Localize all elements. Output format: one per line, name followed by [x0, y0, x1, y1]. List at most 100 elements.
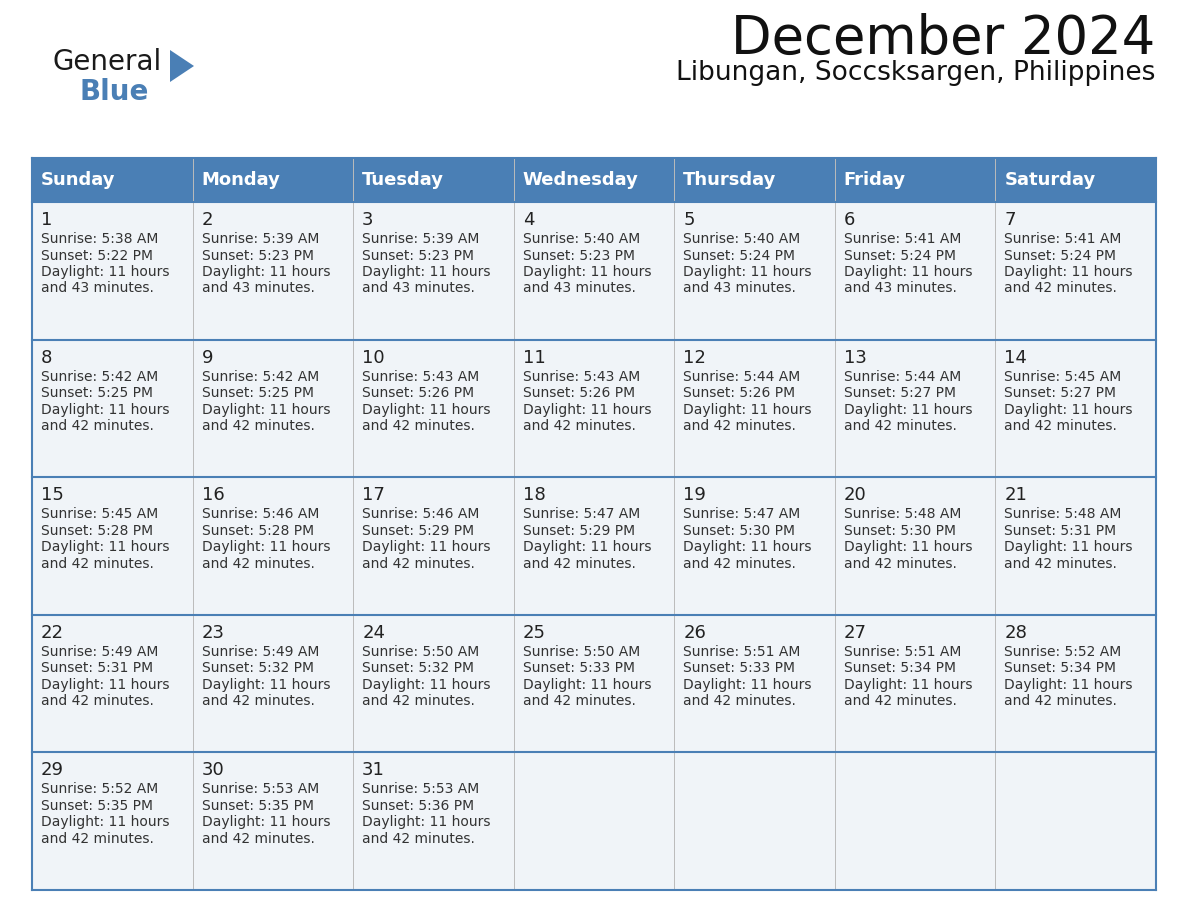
- Text: Sunset: 5:35 PM: Sunset: 5:35 PM: [202, 799, 314, 813]
- Text: Sunset: 5:29 PM: Sunset: 5:29 PM: [523, 523, 634, 538]
- Text: Daylight: 11 hours: Daylight: 11 hours: [42, 403, 170, 417]
- Bar: [513, 340, 675, 477]
- Text: Daylight: 11 hours: Daylight: 11 hours: [362, 403, 491, 417]
- Text: 5: 5: [683, 211, 695, 229]
- Text: Sunset: 5:34 PM: Sunset: 5:34 PM: [843, 661, 956, 676]
- Text: and 42 minutes.: and 42 minutes.: [362, 556, 475, 571]
- Text: Sunset: 5:26 PM: Sunset: 5:26 PM: [683, 386, 796, 400]
- Text: Sunrise: 5:38 AM: Sunrise: 5:38 AM: [42, 232, 158, 246]
- Text: Sunrise: 5:42 AM: Sunrise: 5:42 AM: [42, 370, 158, 384]
- Text: and 43 minutes.: and 43 minutes.: [42, 282, 154, 296]
- Text: 25: 25: [523, 624, 545, 642]
- Text: and 42 minutes.: and 42 minutes.: [42, 420, 154, 433]
- Text: Sunrise: 5:45 AM: Sunrise: 5:45 AM: [1004, 370, 1121, 384]
- Text: and 42 minutes.: and 42 minutes.: [523, 556, 636, 571]
- Text: and 42 minutes.: and 42 minutes.: [843, 556, 956, 571]
- Text: Sunrise: 5:51 AM: Sunrise: 5:51 AM: [683, 644, 801, 659]
- Text: Friday: Friday: [843, 171, 906, 189]
- Text: Sunrise: 5:40 AM: Sunrise: 5:40 AM: [523, 232, 640, 246]
- Bar: [513, 615, 675, 753]
- Bar: [513, 753, 675, 890]
- Text: and 43 minutes.: and 43 minutes.: [843, 282, 956, 296]
- Text: Sunset: 5:23 PM: Sunset: 5:23 PM: [202, 249, 314, 263]
- Text: Sunrise: 5:41 AM: Sunrise: 5:41 AM: [843, 232, 961, 246]
- Text: 29: 29: [42, 761, 64, 779]
- Text: and 42 minutes.: and 42 minutes.: [42, 694, 154, 709]
- Text: Sunrise: 5:48 AM: Sunrise: 5:48 AM: [1004, 508, 1121, 521]
- Text: Sunrise: 5:41 AM: Sunrise: 5:41 AM: [1004, 232, 1121, 246]
- Text: 9: 9: [202, 349, 213, 366]
- Text: Daylight: 11 hours: Daylight: 11 hours: [1004, 540, 1133, 554]
- Text: Sunrise: 5:46 AM: Sunrise: 5:46 AM: [202, 508, 318, 521]
- Text: 7: 7: [1004, 211, 1016, 229]
- Text: and 42 minutes.: and 42 minutes.: [42, 556, 154, 571]
- Bar: [835, 340, 996, 477]
- Text: 10: 10: [362, 349, 385, 366]
- Text: 4: 4: [523, 211, 535, 229]
- Text: Daylight: 11 hours: Daylight: 11 hours: [1004, 265, 1133, 279]
- Bar: [32, 477, 192, 615]
- Text: Sunrise: 5:46 AM: Sunrise: 5:46 AM: [362, 508, 480, 521]
- Text: 14: 14: [1004, 349, 1028, 366]
- Text: Sunset: 5:28 PM: Sunset: 5:28 PM: [202, 523, 314, 538]
- Text: Daylight: 11 hours: Daylight: 11 hours: [683, 677, 811, 692]
- Bar: [996, 477, 1156, 615]
- Text: 15: 15: [42, 487, 64, 504]
- Text: Daylight: 11 hours: Daylight: 11 hours: [42, 815, 170, 829]
- Text: Daylight: 11 hours: Daylight: 11 hours: [843, 265, 972, 279]
- Text: 17: 17: [362, 487, 385, 504]
- Bar: [32, 615, 192, 753]
- Text: Sunset: 5:28 PM: Sunset: 5:28 PM: [42, 523, 153, 538]
- Bar: [192, 340, 353, 477]
- Text: and 42 minutes.: and 42 minutes.: [683, 694, 796, 709]
- Text: Sunrise: 5:52 AM: Sunrise: 5:52 AM: [1004, 644, 1121, 659]
- Text: General: General: [52, 48, 162, 76]
- Text: Sunset: 5:36 PM: Sunset: 5:36 PM: [362, 799, 474, 813]
- Text: Daylight: 11 hours: Daylight: 11 hours: [362, 815, 491, 829]
- Text: Daylight: 11 hours: Daylight: 11 hours: [362, 540, 491, 554]
- Text: Sunset: 5:24 PM: Sunset: 5:24 PM: [843, 249, 956, 263]
- Text: Sunrise: 5:49 AM: Sunrise: 5:49 AM: [202, 644, 318, 659]
- Text: Sunrise: 5:48 AM: Sunrise: 5:48 AM: [843, 508, 961, 521]
- Text: and 43 minutes.: and 43 minutes.: [523, 282, 636, 296]
- Text: and 42 minutes.: and 42 minutes.: [1004, 282, 1117, 296]
- Text: and 42 minutes.: and 42 minutes.: [523, 694, 636, 709]
- Text: Sunrise: 5:51 AM: Sunrise: 5:51 AM: [843, 644, 961, 659]
- Text: Daylight: 11 hours: Daylight: 11 hours: [1004, 403, 1133, 417]
- Bar: [835, 753, 996, 890]
- Bar: [675, 202, 835, 340]
- Text: Daylight: 11 hours: Daylight: 11 hours: [202, 540, 330, 554]
- Polygon shape: [170, 50, 194, 82]
- Text: Daylight: 11 hours: Daylight: 11 hours: [202, 265, 330, 279]
- Bar: [675, 477, 835, 615]
- Text: Daylight: 11 hours: Daylight: 11 hours: [42, 265, 170, 279]
- Bar: [192, 615, 353, 753]
- Text: 30: 30: [202, 761, 225, 779]
- Text: 11: 11: [523, 349, 545, 366]
- Text: Sunset: 5:30 PM: Sunset: 5:30 PM: [843, 523, 956, 538]
- Text: 12: 12: [683, 349, 706, 366]
- Bar: [32, 202, 192, 340]
- Text: Sunrise: 5:39 AM: Sunrise: 5:39 AM: [202, 232, 318, 246]
- Text: 27: 27: [843, 624, 867, 642]
- Bar: [675, 615, 835, 753]
- Text: Wednesday: Wednesday: [523, 171, 639, 189]
- Bar: [353, 753, 513, 890]
- Text: and 42 minutes.: and 42 minutes.: [202, 694, 315, 709]
- Text: and 42 minutes.: and 42 minutes.: [362, 420, 475, 433]
- Text: 28: 28: [1004, 624, 1028, 642]
- Text: Sunset: 5:34 PM: Sunset: 5:34 PM: [1004, 661, 1117, 676]
- Text: 8: 8: [42, 349, 52, 366]
- Text: Sunset: 5:25 PM: Sunset: 5:25 PM: [42, 386, 153, 400]
- Bar: [353, 202, 513, 340]
- Text: Sunset: 5:27 PM: Sunset: 5:27 PM: [1004, 386, 1117, 400]
- Text: 1: 1: [42, 211, 52, 229]
- Text: Sunrise: 5:53 AM: Sunrise: 5:53 AM: [362, 782, 480, 797]
- Text: and 42 minutes.: and 42 minutes.: [843, 694, 956, 709]
- Bar: [996, 615, 1156, 753]
- Text: Tuesday: Tuesday: [362, 171, 444, 189]
- Bar: [353, 340, 513, 477]
- Text: and 42 minutes.: and 42 minutes.: [1004, 420, 1117, 433]
- Text: Sunrise: 5:43 AM: Sunrise: 5:43 AM: [362, 370, 480, 384]
- Text: and 42 minutes.: and 42 minutes.: [1004, 694, 1117, 709]
